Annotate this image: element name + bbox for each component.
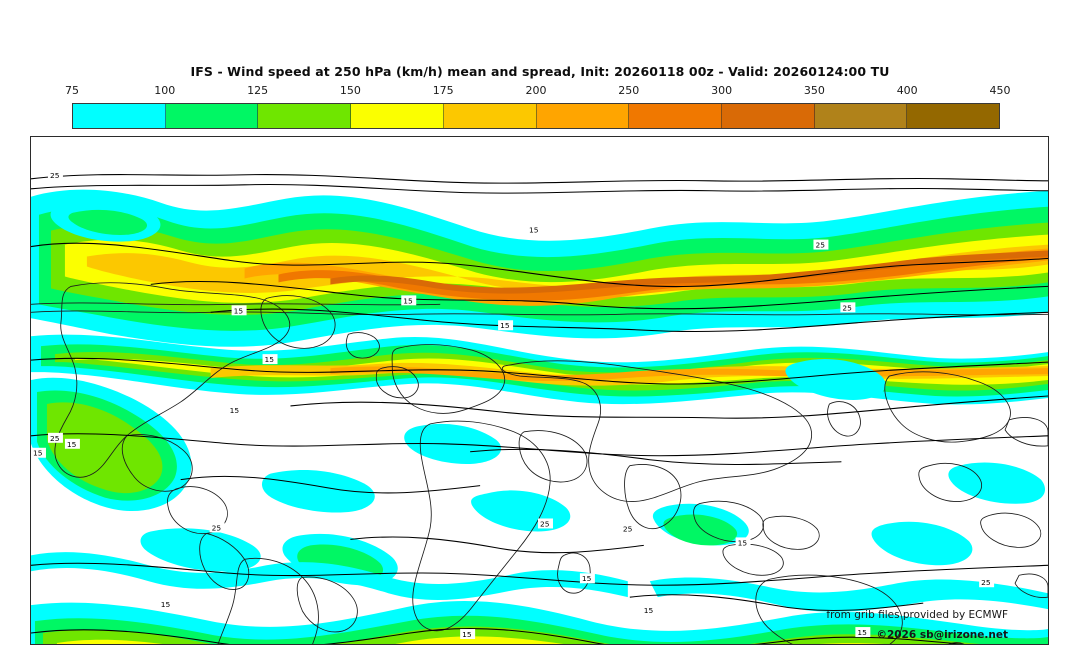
svg-text:15: 15 <box>582 574 592 583</box>
svg-text:15: 15 <box>265 355 275 364</box>
svg-text:25: 25 <box>981 578 991 587</box>
svg-text:15: 15 <box>230 406 240 415</box>
svg-text:25: 25 <box>623 524 633 533</box>
colorbar-band-175-200 <box>443 104 537 128</box>
svg-text:15: 15 <box>462 630 472 639</box>
svg-text:15: 15 <box>529 226 539 235</box>
colorbar-tick-400: 400 <box>896 84 918 97</box>
svg-text:25: 25 <box>540 519 550 528</box>
svg-text:15: 15 <box>161 600 171 609</box>
colorbar-tick-125: 125 <box>247 84 269 97</box>
colorbar-tick-175: 175 <box>432 84 454 97</box>
svg-text:25: 25 <box>50 171 60 180</box>
svg-text:15: 15 <box>403 296 413 305</box>
coastline-layer <box>31 282 1048 644</box>
svg-text:25: 25 <box>815 241 825 250</box>
wind-speed-contour-fill <box>31 189 1048 644</box>
copyright-notice: ©2026 sb@irizone.net <box>876 629 1008 641</box>
svg-text:15: 15 <box>644 606 654 615</box>
colorbar-tick-350: 350 <box>803 84 825 97</box>
svg-text:15: 15 <box>738 538 748 547</box>
colorbar-tick-250: 250 <box>618 84 640 97</box>
colorbar-band-250-300 <box>629 104 722 128</box>
colorbar-tick-300: 300 <box>711 84 733 97</box>
map-panel: 25 25 15 15 15 25 25 15 15 15 25 25 25 1… <box>30 136 1049 645</box>
svg-text:25: 25 <box>212 523 222 532</box>
svg-text:15: 15 <box>234 306 244 315</box>
data-source-credit: from grib files provided by ECMWF <box>826 609 1008 621</box>
svg-text:15: 15 <box>33 449 43 458</box>
colorbar-band-75-100 <box>73 104 166 128</box>
colorbar-band-300-350 <box>721 104 815 128</box>
colorbar-tick-200: 200 <box>525 84 547 97</box>
colorbar-band-150-175 <box>351 104 444 128</box>
colorbar-band-100-125 <box>165 104 259 128</box>
svg-text:15: 15 <box>500 321 510 330</box>
page-title: IFS - Wind speed at 250 hPa (km/h) mean … <box>190 64 890 79</box>
svg-text:15: 15 <box>857 628 867 637</box>
colorbar-bands <box>72 103 1000 129</box>
svg-text:25: 25 <box>50 434 60 443</box>
colorbar-tick-450: 450 <box>989 84 1011 97</box>
colorbar-tick-100: 100 <box>154 84 176 97</box>
colorbar-tick-labels: 75 100 125 150 175 200 250 300 350 400 450 <box>65 84 1011 102</box>
svg-text:15: 15 <box>67 440 77 449</box>
colorbar: 75 100 125 150 175 200 250 300 350 400 450 <box>65 84 1011 129</box>
colorbar-tick-150: 150 <box>339 84 361 97</box>
colorbar-band-400-450 <box>907 104 999 128</box>
colorbar-band-200-250 <box>536 104 630 128</box>
colorbar-tick-75: 75 <box>65 84 79 97</box>
colorbar-band-125-150 <box>258 104 352 128</box>
world-wind-speed-map: 25 25 15 15 15 25 25 15 15 15 25 25 25 1… <box>31 137 1048 644</box>
colorbar-band-350-400 <box>814 104 908 128</box>
spread-contour-lines <box>31 174 1048 644</box>
svg-text:25: 25 <box>842 303 852 312</box>
contour-label-layer: 25 25 15 15 15 25 25 15 15 15 25 25 25 1… <box>31 169 995 639</box>
